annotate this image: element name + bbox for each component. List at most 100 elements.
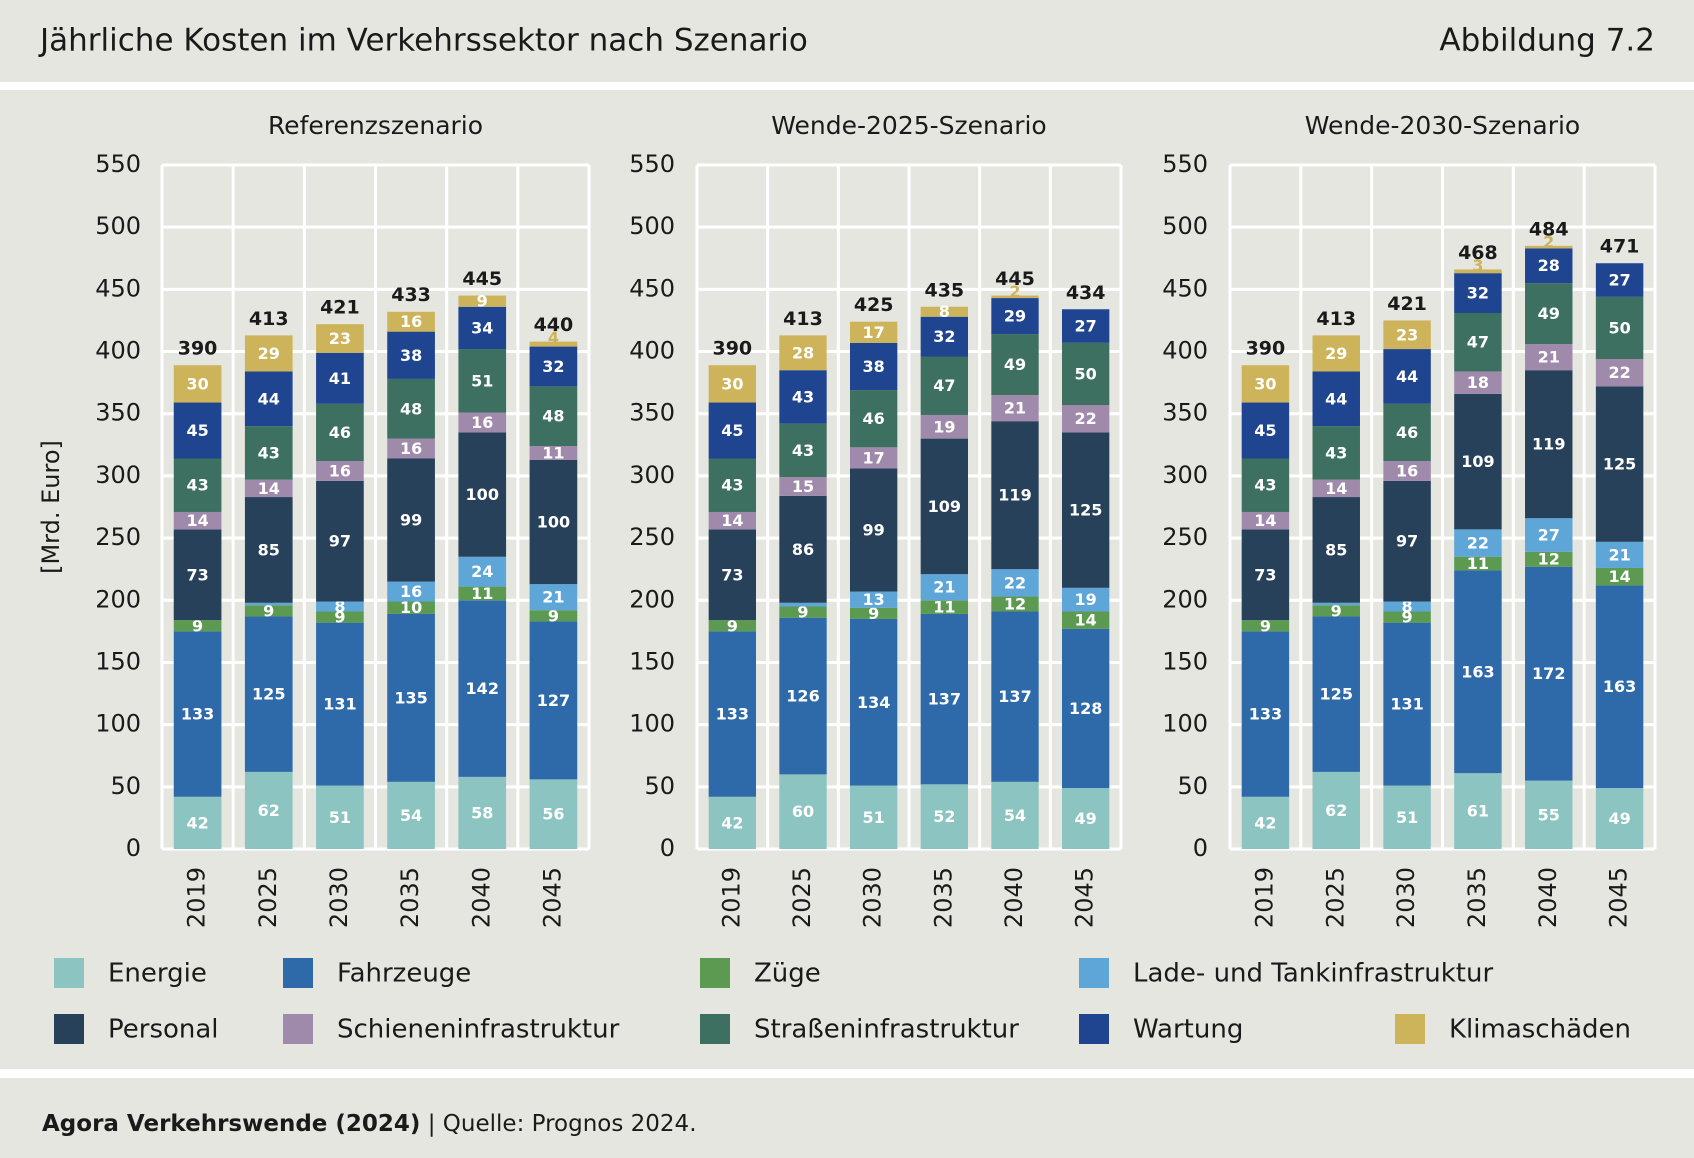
bar-segment	[529, 346, 578, 387]
panel-title: Wende-2025-Szenario	[771, 111, 1046, 140]
bar-segment	[387, 438, 435, 459]
segment-label: 21	[542, 588, 564, 607]
source-bold: Agora Verkehrswende (2024)	[42, 1111, 420, 1137]
x-tick-label: 2040	[1000, 867, 1028, 928]
segment-label: 14	[1254, 511, 1276, 530]
bar-segment	[387, 458, 435, 582]
bar-segment	[708, 620, 757, 632]
total-label: 390	[712, 338, 752, 360]
bar-segment	[458, 556, 507, 587]
segment-label: 42	[721, 813, 743, 832]
segment-label: 41	[329, 369, 351, 388]
bar-segment	[458, 295, 507, 307]
segment-label: 14	[721, 511, 743, 530]
segment-label: 125	[1069, 501, 1102, 520]
bar-segment	[1383, 403, 1431, 461]
x-tick-label: 2019	[183, 867, 211, 928]
bar-segment	[316, 785, 364, 849]
segment-label: 8	[939, 302, 950, 321]
bar-segment	[1525, 780, 1573, 849]
total-label: 471	[1600, 236, 1640, 258]
bar-segment	[316, 352, 364, 404]
bar-segment	[173, 631, 222, 797]
segment-label: 9	[192, 616, 203, 635]
segment-label: 42	[186, 813, 208, 832]
bar-segment	[1454, 269, 1502, 274]
bar-segment	[316, 601, 364, 612]
source: Agora Verkehrswende (2024) | Quelle: Pro…	[42, 1111, 697, 1137]
segment-label: 135	[394, 688, 427, 707]
x-tick-label: 2025	[254, 867, 282, 928]
segment-label: 43	[792, 441, 814, 460]
segment-label: 49	[1608, 809, 1630, 828]
segment-label: 11	[542, 443, 564, 462]
bar-segment	[708, 511, 757, 530]
bar-segment	[316, 460, 364, 481]
total-label: 445	[462, 268, 502, 290]
bar-segment	[920, 414, 969, 439]
bar-segment	[458, 432, 507, 557]
bar-segment	[1312, 605, 1360, 617]
segment-label: 9	[1331, 601, 1342, 620]
x-tick-label: 2030	[859, 867, 887, 928]
total-label: 413	[249, 308, 289, 330]
segment-label: 51	[1396, 808, 1418, 827]
segment-label: 9	[1260, 616, 1271, 635]
segment-label: 21	[1538, 348, 1560, 367]
segment-label: 133	[716, 705, 749, 724]
bar-segment	[920, 574, 969, 601]
bar-segment	[529, 341, 578, 347]
bar-segment	[173, 402, 222, 459]
bar-segment	[920, 356, 969, 415]
bar-segment	[173, 458, 222, 512]
segment-label: 29	[1325, 344, 1347, 363]
legend-label: Straßeninfrastruktur	[754, 1015, 1019, 1045]
bar-segment	[1454, 393, 1502, 530]
bar-segment	[779, 602, 827, 607]
segment-label: 14	[1075, 611, 1097, 630]
bar-segment	[708, 458, 757, 512]
bar-segment	[244, 371, 293, 427]
bar-segment	[1312, 497, 1360, 603]
bar-segment	[1383, 785, 1431, 849]
bar-segment	[1595, 263, 1644, 297]
total-label: 421	[1387, 293, 1427, 315]
y-tick-label: 0	[660, 834, 675, 862]
segment-label: 28	[792, 343, 814, 362]
y-tick-label: 400	[1162, 337, 1208, 365]
bar-segment	[1525, 370, 1573, 519]
bar-segment	[316, 480, 364, 602]
bar-segment	[1312, 371, 1360, 427]
total-label: 421	[320, 297, 360, 319]
legend-swatch	[700, 1014, 730, 1044]
bar-segment	[1454, 773, 1502, 849]
bar-segment	[1525, 248, 1573, 284]
bar-segment	[1241, 458, 1290, 512]
y-tick-label: 50	[110, 772, 141, 800]
segment-label: 163	[1461, 662, 1494, 681]
bar-segment	[1525, 566, 1573, 781]
bar-segment	[173, 529, 222, 621]
total-label: 413	[783, 308, 823, 330]
bar-segment	[991, 611, 1039, 782]
bar-segment	[244, 771, 293, 849]
segment-label: 50	[1608, 318, 1630, 337]
bar-segment	[1383, 601, 1431, 612]
figure-label: Abbildung 7.2	[1439, 23, 1655, 59]
segment-label: 43	[1325, 443, 1347, 462]
bar-segment	[458, 600, 507, 777]
bar-segment	[244, 479, 293, 498]
bar-segment	[1525, 344, 1573, 371]
bar-segment	[779, 617, 827, 775]
segment-label: 38	[863, 357, 885, 376]
y-tick-label: 550	[629, 150, 675, 178]
total-label: 468	[1458, 242, 1498, 264]
y-tick-label: 150	[1162, 647, 1208, 675]
y-tick-label: 400	[629, 337, 675, 365]
segment-label: 14	[258, 479, 280, 498]
segment-label: 22	[1467, 534, 1489, 553]
total-label: 434	[1066, 282, 1106, 304]
bar-segment	[1525, 551, 1573, 567]
bar-segment	[1061, 342, 1110, 406]
